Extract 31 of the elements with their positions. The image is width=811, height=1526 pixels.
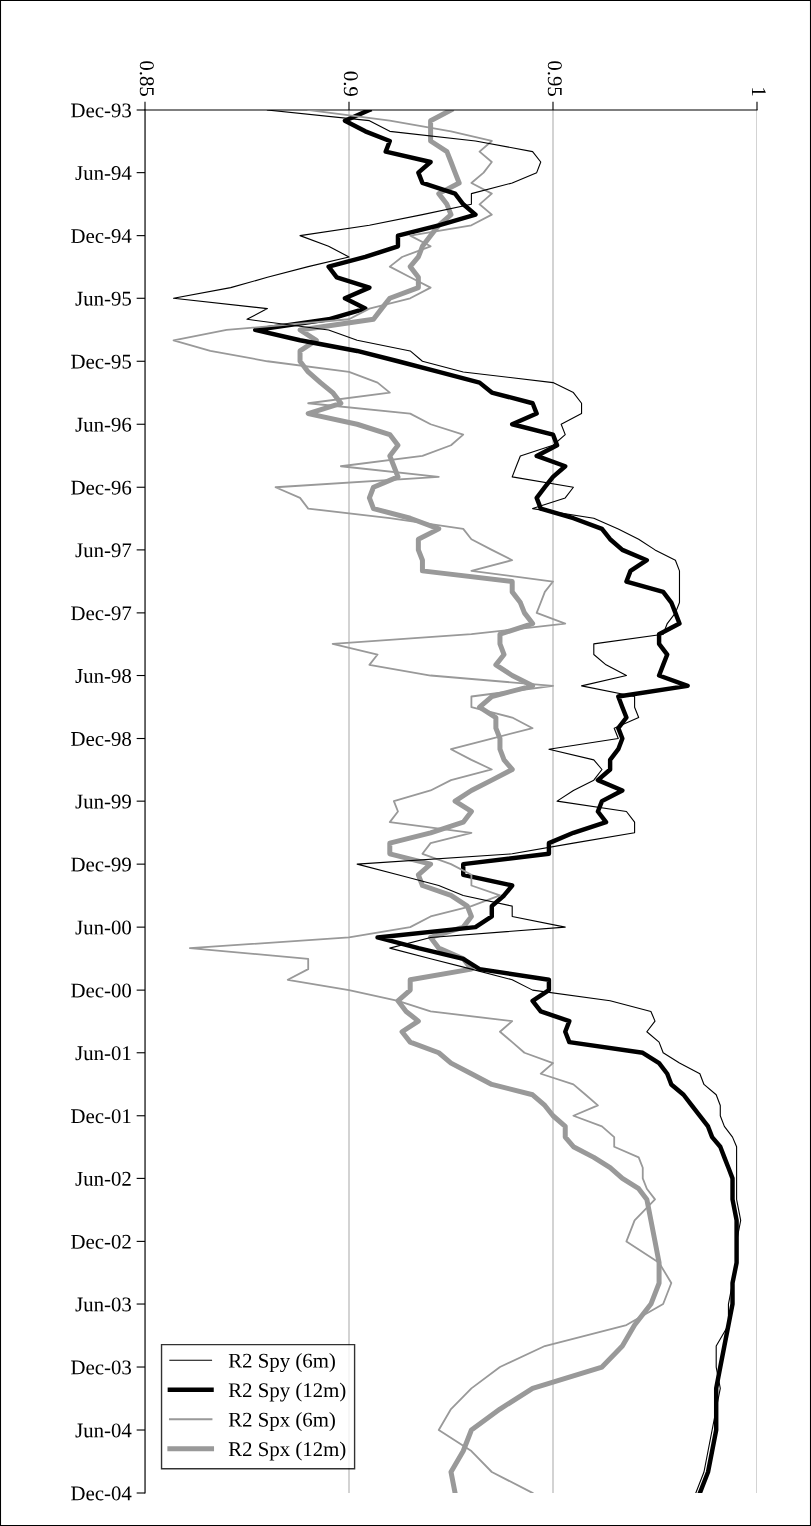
y-tick-label: Jun-95 bbox=[75, 291, 131, 306]
y-tick-label: Dec-93 bbox=[71, 103, 131, 118]
legend-label: R2 Spx (12m) bbox=[228, 1441, 346, 1461]
y-tick-label: Jun-01 bbox=[75, 1046, 131, 1061]
x-tick-label: 0.85 bbox=[139, 61, 154, 96]
y-tick-label: Dec-01 bbox=[71, 1109, 131, 1124]
y-tick-label: Jun-03 bbox=[75, 1297, 131, 1312]
y-tick-label: Dec-94 bbox=[71, 229, 132, 244]
y-tick-label: Dec-03 bbox=[71, 1360, 131, 1375]
y-tick-label: Dec-04 bbox=[71, 1486, 132, 1501]
y-tick-label: Jun-04 bbox=[75, 1423, 132, 1438]
y-tick-label: Dec-02 bbox=[71, 1234, 131, 1249]
y-tick-label: Dec-99 bbox=[71, 857, 131, 872]
y-tick-label: Jun-96 bbox=[75, 417, 132, 432]
y-tick-label: Jun-98 bbox=[75, 668, 132, 683]
y-tick-label: Dec-00 bbox=[71, 983, 132, 998]
y-tick-label: Dec-97 bbox=[71, 606, 132, 621]
legend-label: R2 Spx (6m) bbox=[228, 1412, 335, 1431]
y-tick-label: Jun-02 bbox=[75, 1171, 131, 1186]
y-tick-label: Dec-95 bbox=[71, 354, 131, 369]
x-tick-label: 0.95 bbox=[547, 61, 562, 96]
y-tick-label: Dec-96 bbox=[71, 480, 132, 495]
y-tick-label: Dec-98 bbox=[71, 731, 132, 746]
legend-label: R2 Spy (12m) bbox=[228, 1382, 346, 1402]
x-tick-label: 1 bbox=[751, 88, 766, 96]
y-tick-label: Jun-00 bbox=[75, 920, 132, 935]
y-tick-label: Jun-94 bbox=[75, 166, 132, 181]
y-tick-label: Jun-97 bbox=[75, 543, 132, 558]
y-tick-label: Jun-99 bbox=[75, 794, 131, 809]
legend-label: R2 Spy (6m) bbox=[228, 1353, 335, 1373]
x-tick-label: 0.9 bbox=[343, 71, 358, 96]
